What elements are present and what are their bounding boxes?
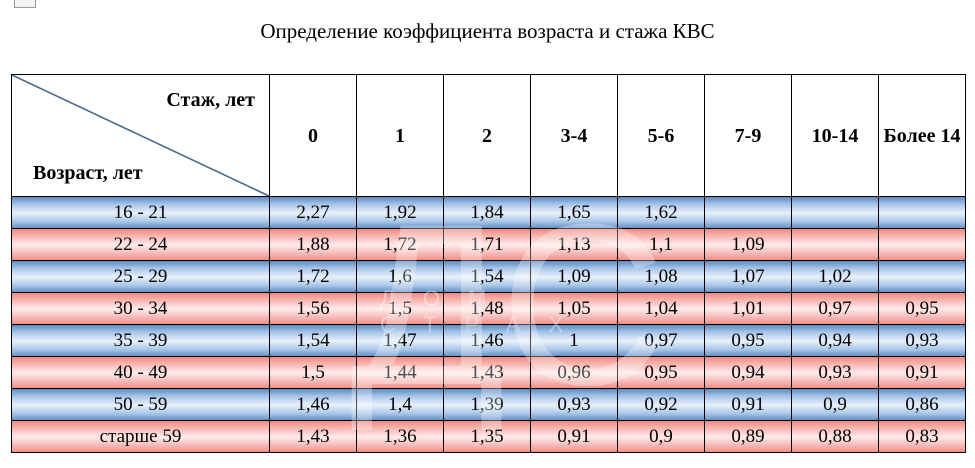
coefficient-cell: 0,94 — [791, 324, 879, 357]
coefficient-cell: 1,5 — [356, 292, 444, 325]
coefficient-cell: 0,93 — [878, 324, 966, 357]
coefficient-cell: 1,92 — [356, 196, 444, 229]
coefficient-cell — [791, 196, 879, 229]
coefficient-cell: 0,91 — [878, 356, 966, 389]
coefficient-cell: 1,5 — [269, 356, 357, 389]
table-row: 25 - 29 1,72 1,6 1,54 1,09 1,08 1,07 1,0… — [11, 260, 966, 293]
corner-header-cell: Стаж, лет Возраст, лет — [11, 74, 270, 197]
coefficient-table: Стаж, лет Возраст, лет 0 1 2 3-4 5-6 7-9… — [11, 74, 966, 453]
page-title: Определение коэффициента возраста и стаж… — [260, 19, 715, 43]
column-header: 7-9 — [704, 74, 792, 197]
coefficient-cell: 1,13 — [530, 228, 618, 261]
age-cell: 35 - 39 — [11, 324, 270, 357]
coefficient-cell: 1,35 — [443, 420, 531, 453]
coefficient-cell: 1,05 — [530, 292, 618, 325]
coefficient-cell: 0,86 — [878, 388, 966, 421]
table-row: 22 - 24 1,88 1,72 1,71 1,13 1,1 1,09 — [11, 228, 966, 261]
table-row: 16 - 21 2,27 1,92 1,84 1,65 1,62 — [11, 196, 966, 229]
coefficient-cell: 0,95 — [704, 324, 792, 357]
age-cell: 22 - 24 — [11, 228, 270, 261]
coefficient-cell: 1,84 — [443, 196, 531, 229]
coefficient-cell — [878, 196, 966, 229]
coefficient-cell — [704, 196, 792, 229]
coefficient-cell: 0,93 — [530, 388, 618, 421]
coefficient-cell: 1,72 — [269, 260, 357, 293]
coefficient-cell: 2,27 — [269, 196, 357, 229]
coefficient-cell: 1,6 — [356, 260, 444, 293]
coefficient-cell: 1,07 — [704, 260, 792, 293]
coefficient-cell: 1,02 — [791, 260, 879, 293]
coefficient-cell: 1,44 — [356, 356, 444, 389]
coefficient-cell: 0,92 — [617, 388, 705, 421]
coefficient-cell: 1,46 — [269, 388, 357, 421]
coefficient-cell: 0,95 — [878, 292, 966, 325]
document-icon — [14, 0, 36, 8]
coefficient-cell: 1,47 — [356, 324, 444, 357]
coefficient-cell: 1,54 — [443, 260, 531, 293]
coefficient-cell: 0,88 — [791, 420, 879, 453]
coefficient-cell: 0,95 — [617, 356, 705, 389]
column-header: 5-6 — [617, 74, 705, 197]
coefficient-cell: 1,62 — [617, 196, 705, 229]
coefficient-cell: 1,43 — [443, 356, 531, 389]
table-row: 35 - 39 1,54 1,47 1,46 1 0,97 0,95 0,94 … — [11, 324, 966, 357]
coefficient-cell: 1,71 — [443, 228, 531, 261]
coefficient-cell: 0,93 — [791, 356, 879, 389]
column-header: Более 14 — [878, 74, 966, 197]
experience-header-label: Стаж, лет — [166, 89, 255, 111]
column-header: 10-14 — [791, 74, 879, 197]
table-row: старше 59 1,43 1,36 1,35 0,91 0,9 0,89 0… — [11, 420, 966, 453]
column-header: 0 — [269, 74, 357, 197]
coefficient-cell: 0,9 — [791, 388, 879, 421]
column-header: 1 — [356, 74, 444, 197]
age-cell: 16 - 21 — [11, 196, 270, 229]
coefficient-cell: 0,89 — [704, 420, 792, 453]
age-cell: 50 - 59 — [11, 388, 270, 421]
coefficient-cell: 1 — [530, 324, 618, 357]
coefficient-cell: 1,09 — [530, 260, 618, 293]
column-header: 3-4 — [530, 74, 618, 197]
coefficient-cell: 0,83 — [878, 420, 966, 453]
coefficient-cell: 1,09 — [704, 228, 792, 261]
coefficient-cell — [878, 260, 966, 293]
column-header: 2 — [443, 74, 531, 197]
coefficient-cell: 1,54 — [269, 324, 357, 357]
coefficient-cell: 0,97 — [617, 324, 705, 357]
coefficient-cell: 1,43 — [269, 420, 357, 453]
diagonal-divider — [12, 75, 269, 196]
coefficient-cell: 0,94 — [704, 356, 792, 389]
age-header-label: Возраст, лет — [33, 162, 143, 184]
table-row: 30 - 34 1,56 1,5 1,48 1,05 1,04 1,01 0,9… — [11, 292, 966, 325]
coefficient-cell: 1,1 — [617, 228, 705, 261]
coefficient-cell: 0,91 — [530, 420, 618, 453]
coefficient-cell: 1,04 — [617, 292, 705, 325]
table-row: 40 - 49 1,5 1,44 1,43 0,96 0,95 0,94 0,9… — [11, 356, 966, 389]
coefficient-cell: 1,36 — [356, 420, 444, 453]
coefficient-cell: 0,97 — [791, 292, 879, 325]
coefficient-cell: 1,01 — [704, 292, 792, 325]
coefficient-cell: 1,4 — [356, 388, 444, 421]
age-cell: 40 - 49 — [11, 356, 270, 389]
coefficient-cell: 1,88 — [269, 228, 357, 261]
coefficient-cell: 1,65 — [530, 196, 618, 229]
coefficient-cell: 1,72 — [356, 228, 444, 261]
coefficient-cell — [878, 228, 966, 261]
coefficient-cell: 1,56 — [269, 292, 357, 325]
coefficient-cell — [791, 228, 879, 261]
coefficient-cell: 0,96 — [530, 356, 618, 389]
age-cell: старше 59 — [11, 420, 270, 453]
coefficient-cell: 1,48 — [443, 292, 531, 325]
coefficient-cell: 1,39 — [443, 388, 531, 421]
coefficient-cell: 0,9 — [617, 420, 705, 453]
table-row: 50 - 59 1,46 1,4 1,39 0,93 0,92 0,91 0,9… — [11, 388, 966, 421]
coefficient-cell: 1,08 — [617, 260, 705, 293]
age-cell: 25 - 29 — [11, 260, 270, 293]
table-header-row: Стаж, лет Возраст, лет 0 1 2 3-4 5-6 7-9… — [11, 74, 966, 197]
coefficient-cell: 0,91 — [704, 388, 792, 421]
coefficient-cell: 1,46 — [443, 324, 531, 357]
age-cell: 30 - 34 — [11, 292, 270, 325]
